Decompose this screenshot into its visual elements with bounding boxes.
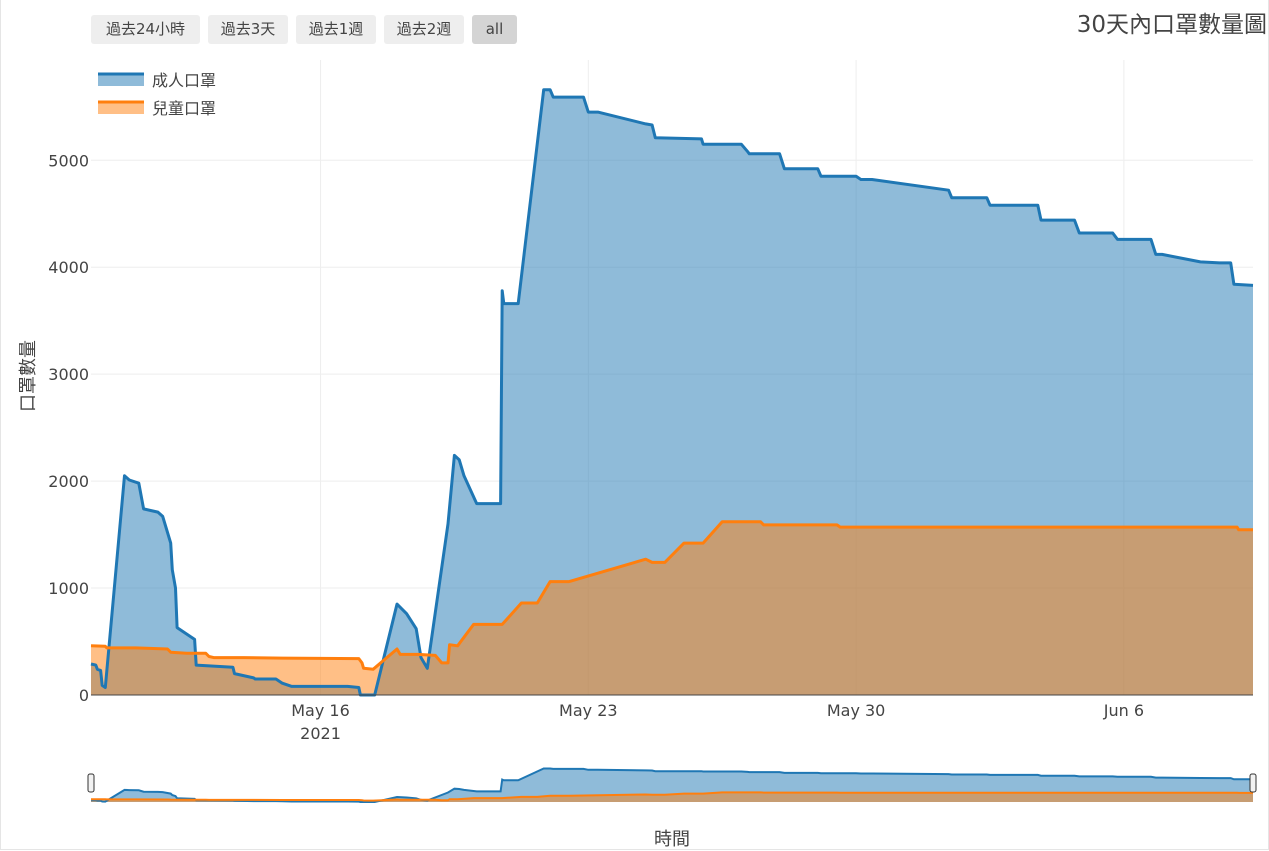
y-tick-label: 2000 xyxy=(48,472,89,491)
y-axis-title: 口罩數量 xyxy=(18,340,39,412)
legend-item-child[interactable]: 兒童口罩 xyxy=(98,99,216,118)
x-tick-sublabel: 2021 xyxy=(300,724,341,743)
series-area-child xyxy=(91,521,1253,695)
range-button-1[interactable]: 過去3天 xyxy=(208,15,288,44)
legend-item-adult[interactable]: 成人口罩 xyxy=(98,71,216,90)
legend-swatch xyxy=(98,74,144,86)
y-tick-label: 3000 xyxy=(48,365,89,384)
x-axis-title: 時間 xyxy=(654,829,690,850)
legend-swatch xyxy=(98,102,144,114)
plot-area xyxy=(90,88,1254,697)
y-tick-label: 4000 xyxy=(48,258,89,277)
y-tick-label: 1000 xyxy=(48,579,89,598)
x-tick-label: May 23 xyxy=(559,701,618,720)
y-tick-label: 5000 xyxy=(48,151,89,170)
range-button-3[interactable]: 過去2週 xyxy=(384,15,464,44)
chart-title: 30天內口罩數量圖 xyxy=(1076,12,1267,38)
legend-label: 兒童口罩 xyxy=(152,99,216,118)
range-slider-right-handle[interactable] xyxy=(1249,773,1257,793)
y-tick-label: 0 xyxy=(79,686,89,705)
legend-label: 成人口罩 xyxy=(152,71,216,90)
range-button-0[interactable]: 過去24小時 xyxy=(91,15,200,44)
x-tick-label: May 30 xyxy=(827,701,886,720)
slider-line-1 xyxy=(91,791,1253,802)
range-slider xyxy=(87,758,1257,803)
series-line-adult[interactable] xyxy=(90,88,1254,697)
range-button-2[interactable]: 過去1週 xyxy=(296,15,376,44)
range-button-4[interactable]: all xyxy=(472,15,517,44)
series-line-child[interactable] xyxy=(90,520,1253,671)
slider-line-0 xyxy=(91,767,1253,803)
y-axis-ticks: 0 1000 2000 3000 4000 5000 xyxy=(48,151,89,705)
x-axis-ticks: May 16 2021 May 23 May 30 Jun 6 xyxy=(291,701,1144,743)
range-slider-left-handle[interactable] xyxy=(87,773,95,793)
x-tick-label: May 16 xyxy=(291,701,350,720)
slider-area-1 xyxy=(91,792,1253,802)
x-tick-label: Jun 6 xyxy=(1103,701,1144,720)
